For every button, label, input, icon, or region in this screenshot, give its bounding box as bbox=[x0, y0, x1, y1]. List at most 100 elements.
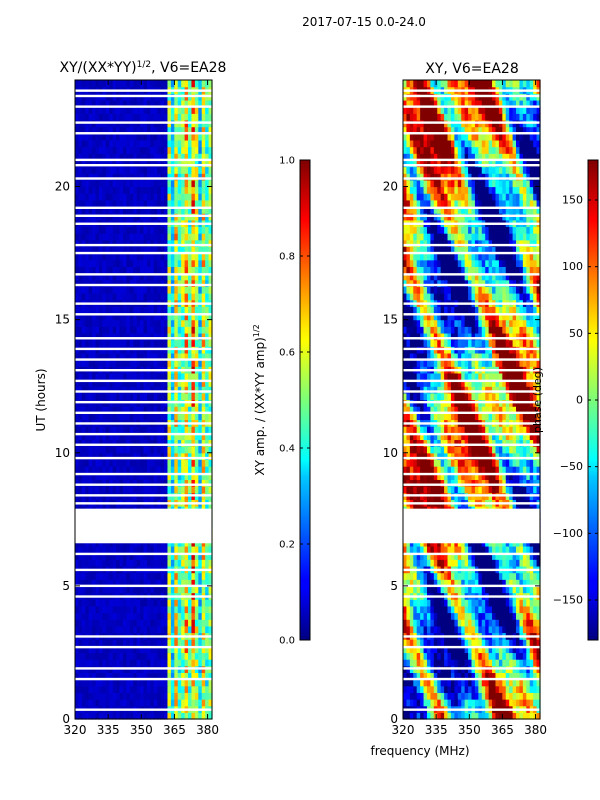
heat-cell bbox=[433, 652, 438, 660]
heat-cell bbox=[430, 685, 435, 693]
heat-cell bbox=[170, 672, 175, 680]
heat-cell bbox=[81, 253, 86, 261]
heat-cell bbox=[208, 472, 213, 480]
heat-cell bbox=[126, 679, 131, 687]
heat-cell bbox=[153, 605, 158, 614]
heat-cell bbox=[133, 412, 138, 421]
heat-cell bbox=[536, 645, 541, 654]
heat-cell bbox=[129, 599, 134, 607]
heat-cell bbox=[146, 273, 151, 281]
heat-cell bbox=[92, 466, 97, 474]
heat-cell bbox=[191, 406, 196, 414]
heat-cell bbox=[406, 685, 411, 693]
heat-cell bbox=[126, 146, 131, 154]
heat-cell bbox=[205, 246, 210, 254]
heat-cell bbox=[81, 179, 86, 188]
heat-cell bbox=[78, 685, 83, 693]
heat-cell bbox=[191, 559, 196, 567]
heat-cell bbox=[75, 552, 80, 560]
heat-cell bbox=[167, 359, 172, 367]
heat-cell bbox=[194, 652, 199, 660]
heat-cell bbox=[440, 599, 445, 607]
heat-cell bbox=[157, 293, 162, 301]
heat-cell bbox=[495, 659, 500, 667]
heat-cell bbox=[146, 233, 151, 241]
heat-cell bbox=[188, 126, 193, 134]
heat-cell bbox=[81, 319, 86, 327]
heat-cell bbox=[136, 585, 141, 594]
heat-cell bbox=[146, 459, 151, 467]
heat-cell bbox=[160, 652, 165, 660]
heat-cell bbox=[146, 672, 151, 680]
heat-cell bbox=[157, 159, 162, 168]
heat-cell bbox=[498, 579, 503, 587]
heat-cell bbox=[140, 585, 145, 594]
heat-cell bbox=[85, 486, 90, 494]
heat-cell bbox=[75, 712, 80, 720]
heat-cell bbox=[201, 426, 206, 434]
heat-cell bbox=[119, 645, 124, 654]
heat-cell bbox=[116, 379, 121, 387]
heat-cell bbox=[201, 579, 206, 587]
heat-cell bbox=[447, 572, 452, 580]
heat-cell bbox=[81, 199, 86, 208]
heat-cell bbox=[481, 545, 486, 554]
heat-cell bbox=[184, 679, 189, 687]
heat-cell bbox=[409, 619, 414, 627]
heat-cell bbox=[116, 652, 121, 660]
heat-cell bbox=[81, 233, 86, 241]
heat-cell bbox=[208, 273, 213, 281]
heat-cell bbox=[447, 612, 452, 620]
heat-cell bbox=[492, 652, 497, 660]
heat-cell bbox=[153, 233, 158, 241]
heat-cell bbox=[146, 406, 151, 414]
heat-cell bbox=[519, 625, 524, 634]
heat-cell bbox=[143, 246, 148, 254]
heat-cell bbox=[519, 559, 524, 567]
heat-cell bbox=[495, 685, 500, 693]
heat-cell bbox=[143, 685, 148, 693]
heat-cell bbox=[116, 273, 121, 281]
heat-cell bbox=[122, 572, 127, 580]
heat-cell bbox=[447, 625, 452, 634]
heat-cell bbox=[105, 139, 110, 148]
heat-cell bbox=[75, 359, 80, 367]
heat-cell bbox=[205, 412, 210, 421]
heat-cell bbox=[205, 699, 210, 707]
heat-cell bbox=[191, 226, 196, 234]
heat-cell bbox=[126, 113, 131, 121]
heat-cell bbox=[174, 439, 179, 447]
heat-cell bbox=[126, 699, 131, 707]
heat-cell bbox=[205, 406, 210, 414]
heat-cell bbox=[126, 159, 131, 168]
heat-cell bbox=[188, 233, 193, 241]
heat-cell bbox=[474, 599, 479, 607]
heat-cell bbox=[136, 80, 141, 88]
heat-cell bbox=[105, 599, 110, 607]
heat-cell bbox=[164, 339, 169, 347]
heat-cell bbox=[188, 659, 193, 667]
heat-cell bbox=[109, 472, 114, 480]
heat-cell bbox=[112, 273, 117, 281]
heat-cell bbox=[188, 552, 193, 560]
heat-cell bbox=[406, 645, 411, 654]
heat-cell bbox=[98, 279, 103, 287]
heat-cell bbox=[205, 206, 210, 214]
heat-cell bbox=[146, 599, 151, 607]
colorbar1-gradient bbox=[299, 159, 311, 641]
heat-cell bbox=[81, 619, 86, 627]
heat-cell bbox=[533, 552, 538, 560]
heat-cell bbox=[191, 246, 196, 254]
heat-cell bbox=[447, 619, 452, 627]
heat-cell bbox=[201, 486, 206, 494]
heat-cell bbox=[191, 153, 196, 161]
heat-cell bbox=[167, 133, 172, 141]
heat-cell bbox=[201, 199, 206, 208]
heat-cell bbox=[153, 126, 158, 134]
heat-cell bbox=[205, 466, 210, 474]
heat-cell bbox=[184, 193, 189, 201]
heat-cell bbox=[95, 639, 100, 647]
heat-cell bbox=[75, 312, 80, 321]
heat-cell bbox=[191, 579, 196, 587]
heat-cell bbox=[98, 585, 103, 594]
